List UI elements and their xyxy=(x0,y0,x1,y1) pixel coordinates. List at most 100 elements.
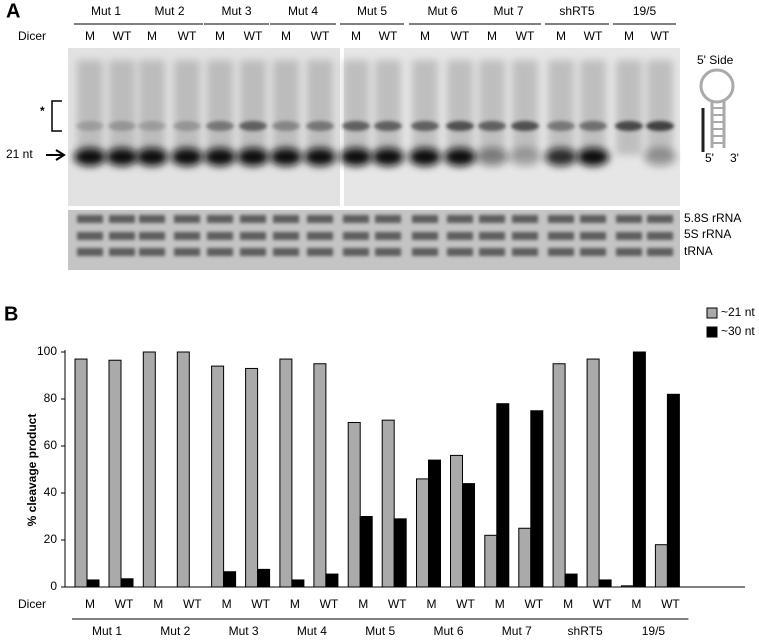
hairpin-end: 3' xyxy=(730,151,739,165)
bar xyxy=(381,419,395,588)
x-tick-label: WT xyxy=(456,597,475,611)
lane-label: WT xyxy=(311,29,330,43)
smear xyxy=(240,60,266,155)
band xyxy=(444,148,476,166)
y-tick-label: 40 xyxy=(44,485,58,499)
bar xyxy=(291,579,305,588)
rrna-band xyxy=(447,248,473,256)
rrna-band xyxy=(273,215,299,223)
band xyxy=(173,121,201,131)
group-label: Mut 3 xyxy=(221,4,251,18)
bar xyxy=(245,367,259,588)
rrna-band xyxy=(616,215,642,223)
bar xyxy=(257,568,271,588)
rrna-band xyxy=(307,232,333,240)
y-tick-label: 20 xyxy=(44,532,58,546)
rrna-band xyxy=(139,215,165,223)
band xyxy=(579,121,607,131)
group-label: Mut 2 xyxy=(154,4,184,18)
smear xyxy=(174,60,200,155)
smear xyxy=(580,60,606,155)
smear xyxy=(447,60,473,155)
rrna-band xyxy=(447,232,473,240)
smear xyxy=(343,60,369,155)
lane-label: WT xyxy=(516,29,535,43)
x-axis-label: Dicer xyxy=(18,597,46,611)
smear xyxy=(512,60,538,155)
rna-label: tRNA xyxy=(684,244,713,258)
x-tick-label: M xyxy=(153,597,163,611)
group-label: shRT5 xyxy=(568,624,603,638)
x-tick-label: M xyxy=(85,597,95,611)
rrna-band xyxy=(273,232,299,240)
bar xyxy=(176,351,190,588)
lane-label: WT xyxy=(178,29,197,43)
bar xyxy=(586,358,600,588)
x-tick-label: WT xyxy=(251,597,270,611)
smear xyxy=(139,60,165,155)
band xyxy=(476,148,508,166)
band xyxy=(206,121,234,131)
lane-label: M xyxy=(85,29,95,43)
lane-label: WT xyxy=(379,29,398,43)
rrna-band xyxy=(647,215,673,223)
rrna-band xyxy=(616,248,642,256)
x-tick-label: M xyxy=(563,597,573,611)
lane-label: WT xyxy=(451,29,470,43)
rrna-band xyxy=(548,232,574,240)
hairpin-title: 5' Side xyxy=(697,53,734,67)
band xyxy=(306,121,334,131)
band xyxy=(136,148,168,166)
x-tick-label: WT xyxy=(661,597,680,611)
size-marker: 21 nt xyxy=(6,147,33,161)
rrna-band xyxy=(479,215,505,223)
hairpin-end: 5' xyxy=(705,151,714,165)
rrna-band xyxy=(109,232,135,240)
x-tick-label: WT xyxy=(115,597,134,611)
y-axis-label: % cleavage product xyxy=(25,414,39,527)
band xyxy=(272,121,300,131)
x-tick-label: M xyxy=(358,597,368,611)
legend-label: ~30 nt xyxy=(721,324,755,338)
rna-label: 5.8S rRNA xyxy=(684,211,741,225)
bar xyxy=(86,579,100,588)
band xyxy=(545,148,577,166)
lane-label: M xyxy=(487,29,497,43)
rna-label: 5S rRNA xyxy=(684,227,731,241)
bar xyxy=(347,422,361,588)
band xyxy=(342,121,370,131)
group-label: Mut 7 xyxy=(493,4,523,18)
x-tick-label: WT xyxy=(320,597,339,611)
rrna-band xyxy=(512,215,538,223)
band xyxy=(239,121,267,131)
rrna-band xyxy=(412,232,438,240)
bar xyxy=(142,351,156,588)
rrna-band xyxy=(343,215,369,223)
rrna-band xyxy=(548,215,574,223)
bar xyxy=(359,516,373,588)
y-tick-label: 60 xyxy=(44,438,58,452)
bar xyxy=(211,365,225,588)
rrna-band xyxy=(109,215,135,223)
smear xyxy=(77,60,103,155)
band xyxy=(446,121,474,131)
band xyxy=(372,148,404,166)
band xyxy=(108,121,136,131)
x-tick-label: M xyxy=(290,597,300,611)
lane-label: WT xyxy=(244,29,263,43)
rrna-band xyxy=(412,248,438,256)
lane-label: M xyxy=(351,29,361,43)
arrow xyxy=(46,149,66,161)
x-tick-label: WT xyxy=(524,597,543,611)
bar xyxy=(620,585,634,588)
group-label: shRT5 xyxy=(559,4,594,18)
bar xyxy=(223,571,237,588)
x-tick-label: WT xyxy=(183,597,202,611)
lane-label: WT xyxy=(584,29,603,43)
rrna-band xyxy=(375,248,401,256)
bar xyxy=(120,578,134,588)
rrna-band xyxy=(174,232,200,240)
smear xyxy=(109,60,135,155)
bar xyxy=(552,363,566,588)
rrna-band xyxy=(375,215,401,223)
